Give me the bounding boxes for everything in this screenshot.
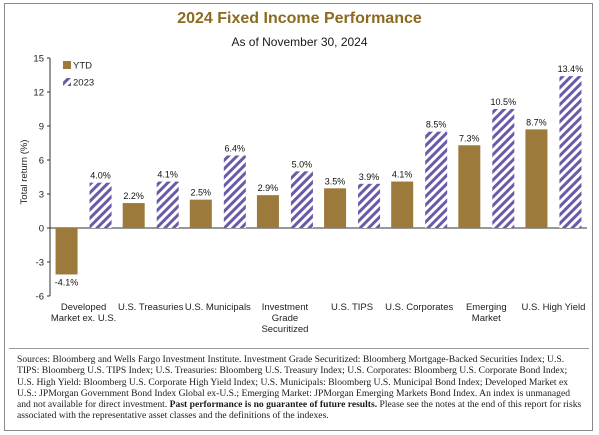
footnote-text: Sources: Bloomberg and Wells Fargo Inves… <box>17 354 570 411</box>
legend-swatch-ytd <box>63 61 71 69</box>
category-label: U.S. Corporates <box>385 302 453 313</box>
ytd-bar <box>122 203 145 228</box>
data-label: 10.5% <box>491 97 517 107</box>
y-tick-label: -6 <box>36 292 44 303</box>
y-tick-label: -3 <box>36 258 44 269</box>
ytd-bar <box>256 195 279 228</box>
sources-footnote: Sources: Bloomberg and Wells Fargo Inves… <box>17 354 583 422</box>
ytd-bar <box>458 145 481 228</box>
data-label: 2.9% <box>258 183 279 193</box>
bar-chart: 15 12 9 6 3 0 -3 -6 Total return (%) -4.1% 4.0% De… <box>19 54 587 335</box>
chart-subtitle: As of November 30, 2024 <box>231 35 368 49</box>
legend-swatch-2023 <box>63 78 71 86</box>
data-label: 3.5% <box>325 176 346 186</box>
bar-2023 <box>358 183 381 228</box>
category-label: U.S. High Yield <box>521 302 585 313</box>
category-label: Investment <box>262 302 309 313</box>
data-label: 13.4% <box>558 64 584 74</box>
data-label: 8.7% <box>526 117 547 127</box>
category-label: U.S. TIPS <box>331 302 373 313</box>
y-tick-label: 6 <box>39 156 44 167</box>
data-label: 7.3% <box>459 133 480 143</box>
y-tick-label: 9 <box>39 122 44 133</box>
data-label: 3.9% <box>359 172 380 182</box>
legend-label: YTD <box>73 61 92 72</box>
bar-2023 <box>89 182 112 228</box>
category-label: U.S. Treasuries <box>118 302 184 313</box>
data-label: 8.5% <box>426 120 447 130</box>
data-label: 4.0% <box>90 171 111 181</box>
category-label: Market <box>472 313 501 324</box>
category-label: Developed <box>61 302 106 313</box>
chart-title: 2024 Fixed Income Performance <box>177 10 422 27</box>
data-label: 2.2% <box>123 191 144 201</box>
bar-2023 <box>425 131 448 228</box>
category-label: Emerging <box>466 302 507 313</box>
footnote-disclaimer: Past performance is no guarantee of futu… <box>169 399 378 411</box>
data-label: 4.1% <box>392 170 413 180</box>
y-tick-label: 15 <box>33 54 44 65</box>
bar-2023 <box>290 171 313 228</box>
y-tick-label: 0 <box>39 224 44 235</box>
ytd-bar <box>55 228 78 275</box>
y-tick-label: 3 <box>39 190 44 201</box>
ytd-bar <box>525 129 548 228</box>
y-tick-label: 12 <box>33 88 44 99</box>
category-label: Grade <box>272 313 298 324</box>
data-label: 4.1% <box>157 170 178 180</box>
y-axis-label: Total return (%) <box>19 140 30 205</box>
data-label: 5.0% <box>292 159 313 169</box>
legend-label: 2023 <box>73 78 94 89</box>
category-label: U.S. Municipals <box>185 302 251 313</box>
bar-2023 <box>492 109 515 228</box>
category-label: Securitized <box>261 324 308 335</box>
ytd-bar <box>324 188 347 228</box>
bar-2023 <box>156 181 179 228</box>
data-label: 2.5% <box>191 188 212 198</box>
category-label: Market ex. U.S. <box>51 313 116 324</box>
chart-frame: 2024 Fixed Income Performance As of Nove… <box>4 3 593 431</box>
data-label: 6.4% <box>225 143 246 153</box>
ytd-bar <box>189 199 212 228</box>
footnote-notes: Please see the notes at the end of this … <box>17 399 582 422</box>
data-label: -4.1% <box>55 277 79 287</box>
bar-2023 <box>223 155 246 228</box>
divider <box>9 348 589 349</box>
bar-2023 <box>559 76 582 228</box>
ytd-bar <box>391 181 414 228</box>
